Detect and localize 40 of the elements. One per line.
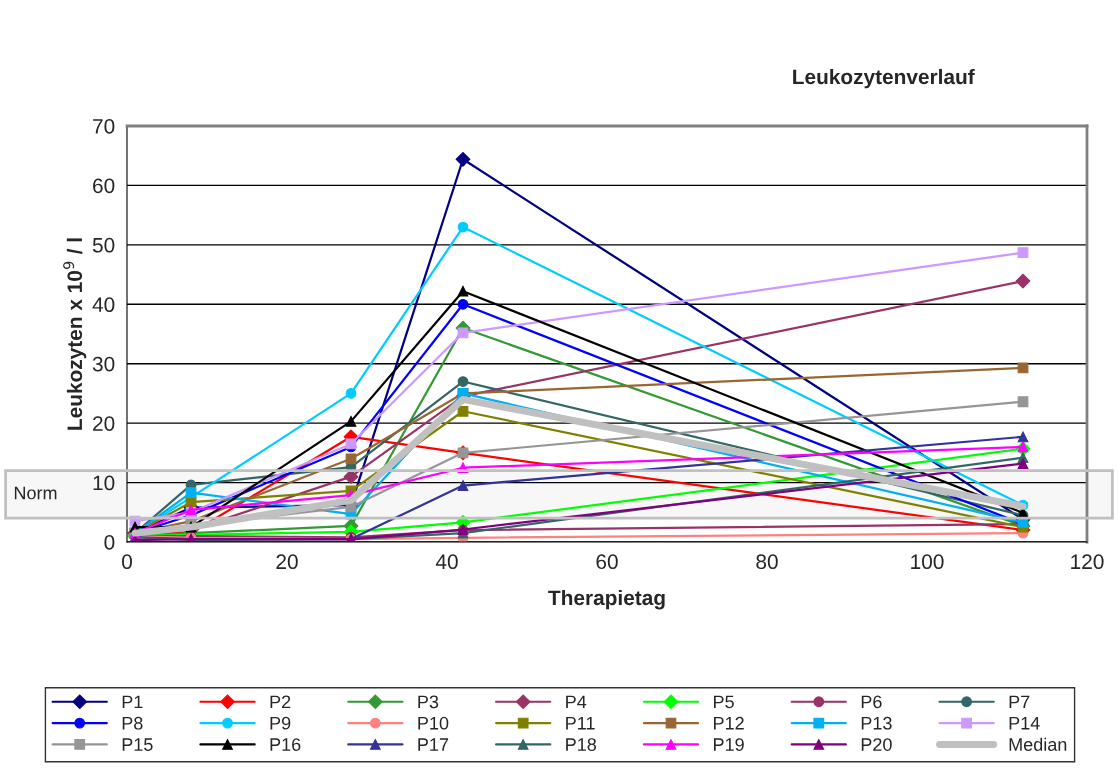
y-tick-label: 40 — [92, 297, 115, 313]
x-tick-label: 20 — [276, 554, 298, 570]
chart-title: Leukozytenverlauf — [793, 68, 975, 89]
legend-label: P5 — [714, 695, 734, 709]
legend-label: P15 — [122, 738, 153, 751]
y-tick-label: 30 — [92, 356, 115, 372]
legend-label: P16 — [270, 738, 301, 751]
x-tick-label: 60 — [596, 554, 618, 570]
legend-label: P1 — [122, 695, 143, 709]
y-tick-label: 10 — [93, 475, 115, 491]
band-label: Norm — [14, 486, 57, 500]
x-tick-label: 80 — [756, 554, 778, 570]
x-tick-label: 40 — [435, 554, 458, 570]
legend-label: P17 — [418, 738, 449, 751]
legend-label: Median — [1009, 737, 1067, 751]
legend-label: P8 — [122, 716, 143, 730]
y-tick-label: 70 — [93, 119, 115, 134]
y-axis-title: Leukozyten x 10$^{9}$ / l — [63, 238, 87, 430]
legend-label: P2 — [270, 695, 291, 709]
legend-label: P10 — [418, 716, 449, 730]
x-axis-title: Therapietag — [548, 589, 665, 610]
x-tick-label: 0 — [122, 554, 132, 570]
y-tick-label: 0 — [104, 535, 115, 550]
y-tick-label: 60 — [93, 178, 115, 194]
legend-label: P14 — [1009, 716, 1040, 730]
x-tick-label: 120 — [1071, 554, 1104, 570]
legend-label: P4 — [566, 695, 587, 709]
legend-label: P13 — [861, 716, 892, 730]
legend-label: P18 — [566, 738, 597, 751]
y-tick-label: 20 — [93, 416, 115, 431]
legend-label: P3 — [418, 695, 439, 709]
legend-label: P11 — [566, 716, 595, 730]
legend-label: P20 — [861, 738, 892, 751]
legend-label: P12 — [714, 716, 744, 730]
x-tick-label: 100 — [911, 554, 944, 570]
legend-label: P7 — [1009, 695, 1030, 709]
y-tick-label: 50 — [92, 237, 115, 253]
legend-label: P19 — [714, 738, 744, 751]
legend-label: P9 — [270, 716, 291, 730]
legend-label: P6 — [861, 695, 882, 709]
